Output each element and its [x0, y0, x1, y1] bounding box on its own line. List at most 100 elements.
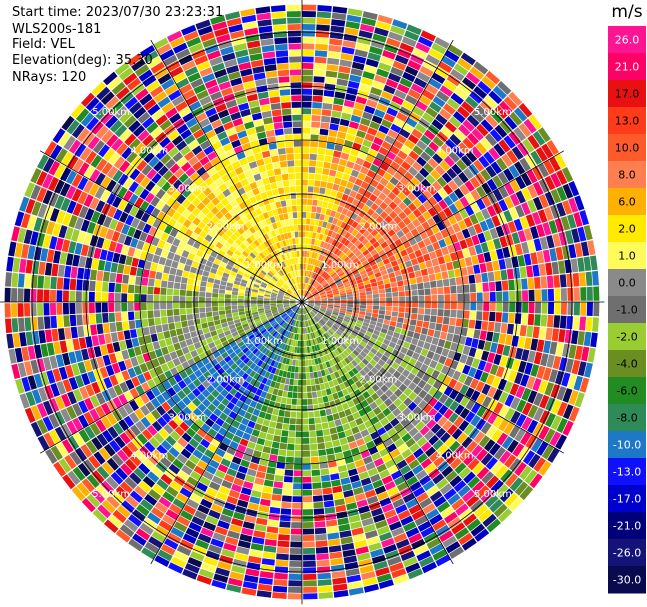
velocity-cell [162, 214, 172, 225]
velocity-cell [184, 243, 193, 252]
velocity-cell [296, 405, 302, 412]
velocity-cell [558, 329, 566, 343]
velocity-cell [273, 286, 280, 291]
velocity-cell [306, 379, 311, 386]
velocity-cell [103, 71, 118, 86]
velocity-cell [312, 245, 317, 252]
velocity-cell [166, 302, 173, 310]
velocity-cell [17, 227, 27, 243]
velocity-cell [438, 383, 448, 393]
velocity-cell [284, 337, 289, 344]
velocity-cell [260, 452, 270, 460]
velocity-cell [383, 338, 391, 346]
velocity-cell [181, 250, 190, 258]
velocity-cell [77, 128, 90, 142]
velocity-cell [62, 379, 73, 393]
velocity-cell [485, 374, 495, 386]
velocity-cell [431, 294, 438, 302]
velocity-cell [93, 368, 103, 381]
velocity-cell [416, 71, 431, 83]
velocity-cell [211, 422, 221, 432]
velocity-cell [171, 393, 182, 404]
velocity-cell [463, 167, 474, 180]
velocity-cell [74, 242, 83, 255]
velocity-cell [363, 280, 371, 285]
velocity-cell [220, 458, 231, 468]
velocity-cell [217, 367, 225, 376]
velocity-cell [252, 311, 259, 316]
velocity-cell [348, 468, 358, 477]
velocity-cell [192, 397, 202, 407]
velocity-cell [306, 306, 312, 311]
velocity-cell [236, 325, 243, 331]
velocity-cell [298, 321, 300, 328]
velocity-cell [200, 140, 211, 150]
velocity-cell [150, 507, 165, 519]
velocity-cell [197, 192, 207, 202]
velocity-cell [470, 523, 486, 537]
velocity-cell [254, 380, 261, 388]
velocity-cell [431, 337, 440, 346]
velocity-cell [329, 270, 336, 276]
velocity-cell [210, 267, 218, 274]
velocity-cell [71, 123, 85, 139]
velocity-cell [252, 338, 259, 345]
velocity-cell [403, 397, 413, 407]
velocity-cell [124, 96, 138, 110]
velocity-cell [112, 341, 121, 353]
velocity-cell [124, 428, 136, 441]
velocity-cell [437, 501, 451, 513]
velocity-cell [137, 129, 150, 142]
velocity-cell [212, 288, 219, 294]
velocity-cell [182, 533, 197, 545]
velocity-cell [509, 290, 516, 302]
velocity-cell [140, 416, 151, 428]
velocity-cell [333, 292, 340, 296]
velocity-cell [369, 320, 377, 326]
velocity-cell [264, 413, 272, 421]
velocity-cell [302, 257, 305, 264]
velocity-cell [279, 356, 284, 363]
velocity-cell [390, 316, 398, 322]
velocity-cell [265, 310, 272, 314]
velocity-cell [282, 322, 287, 328]
velocity-cell [289, 303, 296, 305]
velocity-cell [330, 253, 336, 260]
velocity-cell [334, 144, 344, 152]
velocity-cell [237, 218, 245, 227]
velocity-cell [380, 343, 388, 350]
velocity-cell [175, 349, 184, 358]
velocity-cell [117, 233, 127, 244]
velocity-cell [291, 522, 302, 529]
velocity-cell [279, 342, 284, 349]
velocity-cell [190, 349, 199, 358]
velocity-cell [23, 229, 33, 245]
velocity-cell [495, 225, 505, 238]
velocity-cell [145, 390, 156, 401]
velocity-cell [330, 315, 337, 320]
velocity-cell [454, 326, 462, 335]
velocity-cell [543, 159, 555, 175]
velocity-cell [304, 244, 308, 251]
velocity-cell [179, 370, 188, 380]
velocity-cell [247, 502, 259, 511]
velocity-cell [200, 281, 207, 287]
velocity-cell [466, 114, 480, 128]
velocity-cell [114, 436, 126, 449]
velocity-cell [290, 528, 302, 535]
velocity-cell [489, 110, 503, 124]
velocity-cell [334, 233, 341, 241]
velocity-cell [497, 81, 512, 95]
velocity-cell [367, 410, 376, 419]
velocity-cell [312, 193, 319, 200]
velocity-cell [116, 449, 129, 462]
velocity-cell [328, 216, 334, 224]
velocity-cell [80, 244, 89, 257]
velocity-cell [483, 292, 490, 302]
velocity-cell [43, 316, 51, 329]
velocity-cell [151, 449, 164, 461]
velocity-cell [326, 414, 334, 422]
velocity-cell [79, 147, 92, 161]
velocity-cell [308, 299, 315, 301]
velocity-cell [157, 416, 168, 428]
